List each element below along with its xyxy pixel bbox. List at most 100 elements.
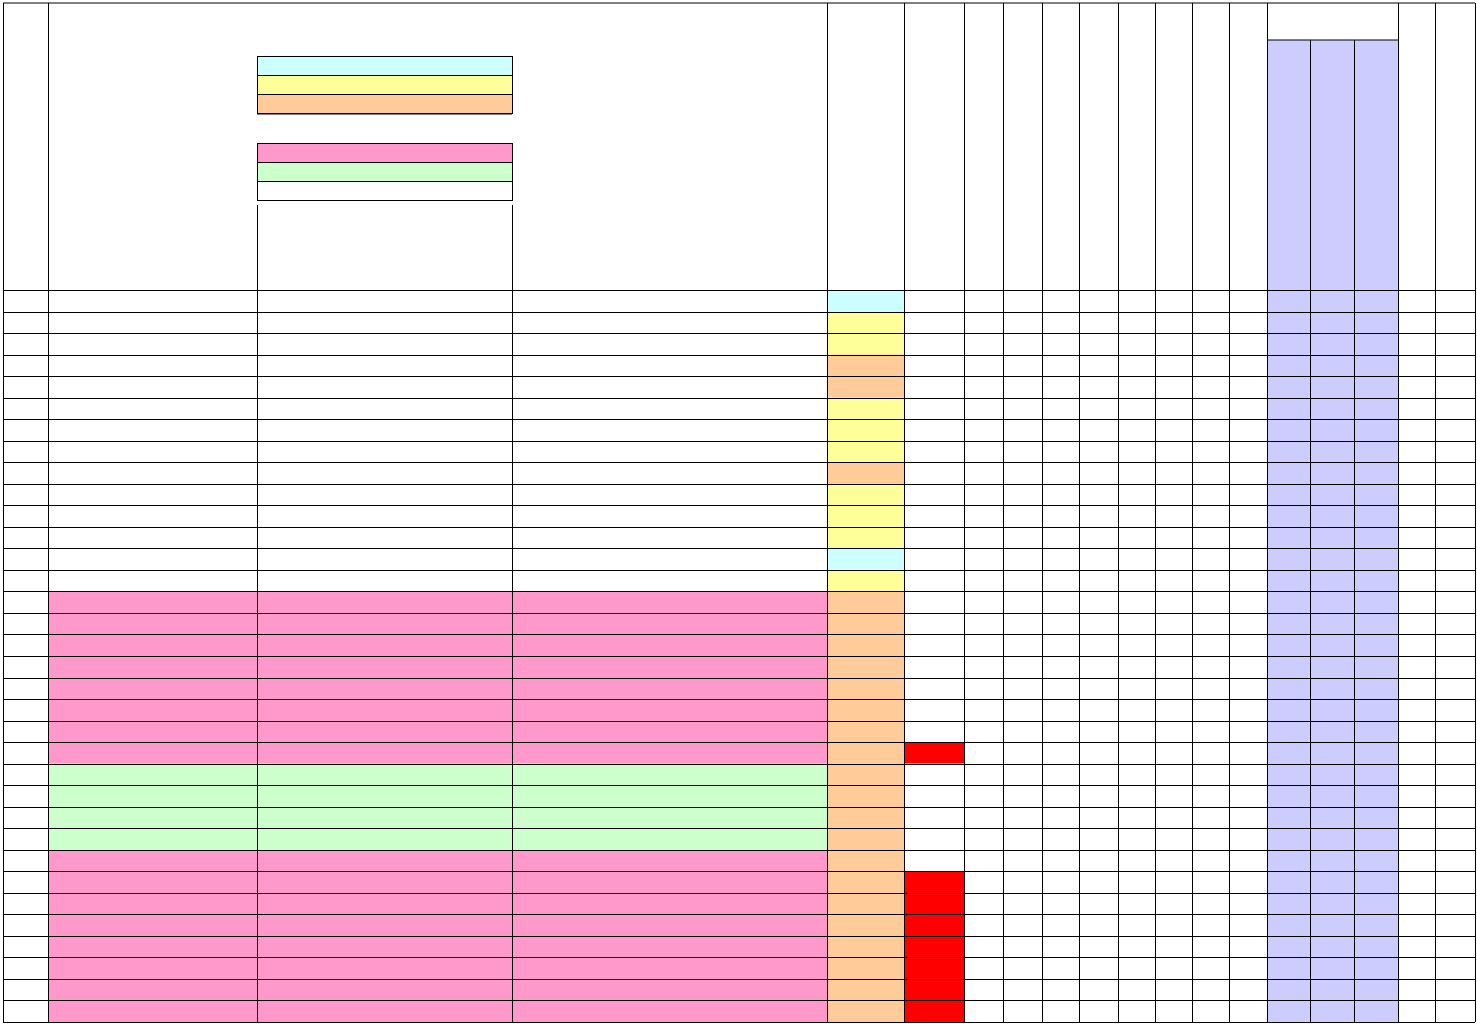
name-cell	[48, 978, 827, 1001]
name-cell	[48, 849, 827, 872]
name-cell	[48, 785, 827, 807]
status-cell	[827, 742, 904, 764]
status-cell	[827, 526, 904, 549]
name-cell	[48, 397, 827, 420]
name-cell	[48, 957, 827, 979]
name-cell	[48, 526, 827, 549]
flag-cell	[904, 483, 964, 506]
status-cell	[827, 440, 904, 463]
flag-cell	[904, 957, 964, 979]
status-cell	[827, 806, 904, 829]
status-cell	[827, 505, 904, 527]
flag-cell	[904, 742, 964, 764]
status-cell	[827, 419, 904, 441]
status-cell	[827, 785, 904, 807]
status-cell	[827, 290, 904, 312]
status-cell	[827, 849, 904, 872]
name-cell	[48, 440, 827, 463]
name-cell	[48, 677, 827, 700]
legend-swatch	[257, 94, 513, 114]
status-cell	[827, 1000, 904, 1022]
flag-cell	[904, 871, 964, 893]
name-cell	[48, 828, 827, 850]
flag-cell	[904, 462, 964, 484]
name-cell	[48, 914, 827, 936]
flag-cell	[904, 785, 964, 807]
name-cell	[48, 569, 827, 592]
status-cell	[827, 462, 904, 484]
name-cell	[48, 806, 827, 829]
name-cell	[48, 763, 827, 786]
flag-cell	[904, 935, 964, 958]
status-cell	[827, 978, 904, 1001]
name-cell	[48, 591, 827, 613]
name-cell	[48, 612, 827, 635]
status-cell	[827, 311, 904, 334]
name-cell	[48, 699, 827, 721]
name-cell	[48, 376, 827, 398]
legend-swatch	[257, 56, 513, 76]
status-cell	[827, 333, 904, 355]
flag-cell	[904, 720, 964, 743]
status-cell	[827, 483, 904, 506]
name-cell	[48, 871, 827, 893]
highlight-columns	[1267, 40, 1398, 1022]
status-cell	[827, 935, 904, 958]
legend-swatch	[257, 143, 513, 163]
name-cell	[48, 935, 827, 958]
flag-cell	[904, 548, 964, 570]
status-cell	[827, 957, 904, 979]
flag-cell	[904, 892, 964, 915]
flag-cell	[904, 290, 964, 312]
flag-cell	[904, 569, 964, 592]
status-cell	[827, 677, 904, 700]
status-cell	[827, 828, 904, 850]
status-cell	[827, 892, 904, 915]
status-cell	[827, 634, 904, 656]
legend-swatch	[257, 162, 513, 182]
flag-cell	[904, 526, 964, 549]
flag-cell	[904, 505, 964, 527]
status-cell	[827, 763, 904, 786]
flag-cell	[904, 914, 964, 936]
name-cell	[48, 419, 827, 441]
flag-cell	[904, 699, 964, 721]
legend-swatch	[257, 75, 513, 95]
flag-cell	[904, 763, 964, 786]
flag-cell	[904, 1000, 964, 1022]
name-cell	[48, 505, 827, 527]
flag-cell	[904, 634, 964, 656]
status-cell	[827, 548, 904, 570]
flag-cell	[904, 828, 964, 850]
flag-cell	[904, 677, 964, 700]
legend-swatch	[257, 181, 513, 201]
flag-cell	[904, 978, 964, 1001]
status-cell	[827, 569, 904, 592]
name-cell	[48, 742, 827, 764]
status-cell	[827, 871, 904, 893]
flag-cell	[904, 591, 964, 613]
name-cell	[48, 1000, 827, 1022]
status-cell	[827, 376, 904, 398]
status-cell	[827, 699, 904, 721]
flag-cell	[904, 612, 964, 635]
status-cell	[827, 914, 904, 936]
flag-cell	[904, 419, 964, 441]
status-cell	[827, 591, 904, 613]
flag-cell	[904, 376, 964, 398]
status-cell	[827, 720, 904, 743]
flag-cell	[904, 333, 964, 355]
status-cell	[827, 397, 904, 420]
status-cell	[827, 354, 904, 377]
flag-cell	[904, 397, 964, 420]
name-cell	[48, 311, 827, 334]
name-cell	[48, 333, 827, 355]
name-cell	[48, 548, 827, 570]
flag-cell	[904, 311, 964, 334]
flag-cell	[904, 354, 964, 377]
name-cell	[48, 290, 827, 312]
name-cell	[48, 483, 827, 506]
flag-cell	[904, 656, 964, 678]
name-cell	[48, 354, 827, 377]
